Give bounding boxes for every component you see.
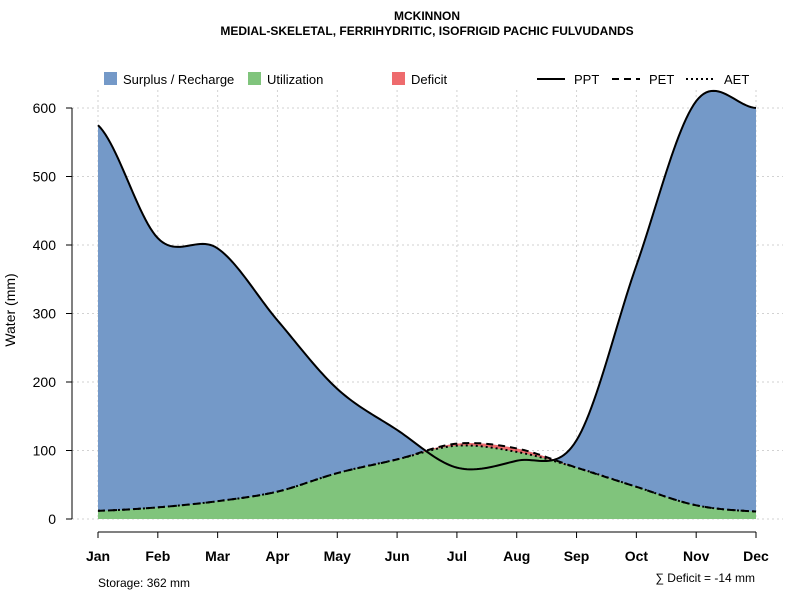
storage-label: Storage: 362 mm: [98, 576, 190, 590]
y-tick-label: 300: [33, 306, 57, 322]
chart-subtitle: MEDIAL-SKELETAL, FERRIHYDRITIC, ISOFRIGI…: [220, 24, 633, 38]
legend-label-surplus: Surplus / Recharge: [123, 72, 234, 87]
y-axis-label: Water (mm): [2, 273, 18, 346]
series-line-aet: [97, 444, 757, 513]
deficit-label: ∑ Deficit = -14 mm: [655, 571, 755, 585]
area-utilization: [98, 445, 756, 519]
y-tick-label: 400: [33, 237, 57, 253]
x-tick-label: Jan: [86, 548, 110, 564]
legend-swatch-surplus: [104, 72, 117, 85]
x-tick-label: Feb: [145, 548, 170, 564]
legend-label-pet: PET: [649, 72, 674, 87]
legend-label-ppt: PPT: [574, 72, 599, 87]
x-tick-label: Nov: [683, 548, 710, 564]
x-tick-label: May: [324, 548, 351, 564]
legend-label-utilization: Utilization: [267, 72, 323, 87]
x-tick-label: Sep: [564, 548, 590, 564]
y-tick-label: 100: [33, 443, 57, 459]
legend-label-aet: AET: [724, 72, 749, 87]
x-tick-label: Mar: [205, 548, 230, 564]
plot-area: 0 100 200 300 400 500 600 Jan Feb Mar Apr May Jun Jul…: [33, 89, 783, 564]
y-tick-label: 600: [33, 100, 57, 116]
x-tick-label: Jul: [447, 548, 467, 564]
legend-label-deficit: Deficit: [411, 72, 448, 87]
legend-swatch-deficit: [392, 72, 405, 85]
x-tick-label: Oct: [625, 548, 649, 564]
x-tick-label: Aug: [503, 548, 530, 564]
legend: Surplus / Recharge Utilization Deficit P…: [104, 72, 749, 87]
y-tick-label: 200: [33, 374, 57, 390]
y-tick-label: 0: [48, 511, 56, 527]
y-tick-label: 500: [33, 169, 57, 185]
legend-swatch-utilization: [248, 72, 261, 85]
area-surplus: [98, 90, 756, 519]
x-tick-label: Dec: [743, 548, 769, 564]
x-tick-label: Apr: [265, 548, 290, 564]
chart-title: MCKINNON: [394, 9, 460, 23]
x-tick-label: Jun: [385, 548, 410, 564]
